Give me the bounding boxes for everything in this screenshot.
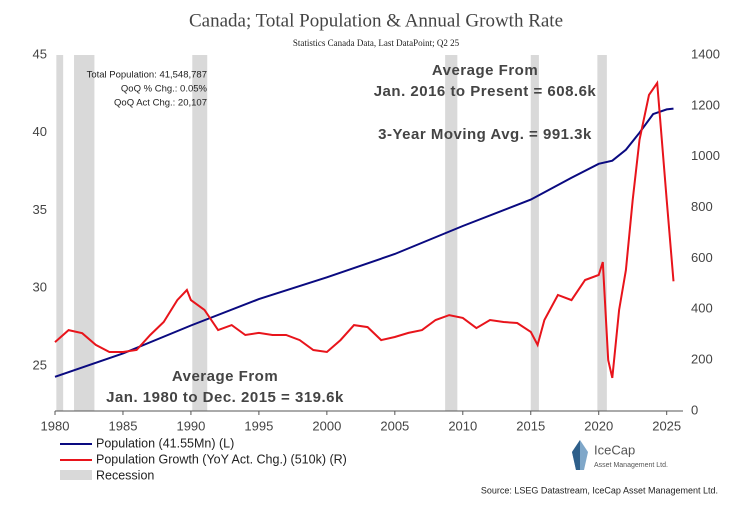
- recession-band: [445, 55, 458, 411]
- annotation: Average From: [172, 368, 278, 385]
- y2-tick-label: 800: [691, 199, 713, 214]
- series-line: [54, 107, 674, 378]
- y2-tick-label: 400: [691, 301, 713, 316]
- logo-text: Asset Management Ltd.: [594, 462, 668, 469]
- x-tick-label: 1990: [176, 418, 205, 433]
- y2-tick-label: 200: [691, 352, 713, 367]
- source-note: Source: LSEG Datastream, IceCap Asset Ma…: [481, 485, 718, 495]
- x-tick-label: 2020: [584, 418, 613, 433]
- logo-text: IceCap: [594, 442, 635, 457]
- x-tick-label: 2000: [312, 418, 341, 433]
- annotation: 3-Year Moving Avg. = 991.3k: [378, 126, 592, 143]
- y-tick-label: 45: [33, 46, 47, 61]
- x-tick-label: 1995: [244, 418, 273, 433]
- y2-tick-label: 0: [691, 402, 698, 417]
- recession-band: [56, 55, 64, 411]
- chart-subtitle: Statistics Canada Data, Last DataPoint; …: [293, 38, 460, 48]
- y-tick-label: 30: [33, 280, 47, 295]
- info-text: QoQ Act Chg.: 20,107: [114, 98, 207, 109]
- annotation: Average From: [432, 62, 538, 79]
- chart-title: Canada; Total Population & Annual Growth…: [189, 10, 563, 31]
- recession-band: [192, 55, 208, 411]
- series-line: [54, 80, 675, 379]
- y-tick-label: 25: [33, 357, 47, 372]
- annotation: Jan. 2016 to Present = 608.6k: [374, 83, 597, 100]
- legend-label: Population Growth (YoY Act. Chg.) (510k)…: [96, 452, 347, 466]
- x-tick-label: 1985: [109, 418, 138, 433]
- x-tick-label: 2025: [652, 418, 681, 433]
- recession-band: [530, 55, 539, 411]
- info-text: QoQ % Chg.: 0.05%: [121, 84, 208, 95]
- x-tick-label: 1980: [41, 418, 70, 433]
- legend-label: Recession: [96, 468, 154, 482]
- x-tick-label: 2010: [448, 418, 477, 433]
- legend-label: Population (41.55Mn) (L): [96, 436, 234, 450]
- annotation: Jan. 1980 to Dec. 2015 = 319.6k: [106, 389, 344, 406]
- x-tick-label: 2005: [380, 418, 409, 433]
- recession-band: [74, 55, 95, 411]
- y2-tick-label: 1200: [691, 97, 720, 112]
- y2-tick-label: 600: [691, 250, 713, 265]
- y2-tick-label: 1000: [691, 148, 720, 163]
- y2-tick-label: 1400: [691, 46, 720, 61]
- recession-band: [597, 55, 607, 411]
- logo-icon: [572, 440, 580, 470]
- info-text: Total Population: 41,548,787: [87, 70, 207, 81]
- y-tick-label: 35: [33, 202, 47, 217]
- y-tick-label: 40: [33, 124, 47, 139]
- legend-swatch: [60, 470, 92, 480]
- x-tick-label: 2015: [516, 418, 545, 433]
